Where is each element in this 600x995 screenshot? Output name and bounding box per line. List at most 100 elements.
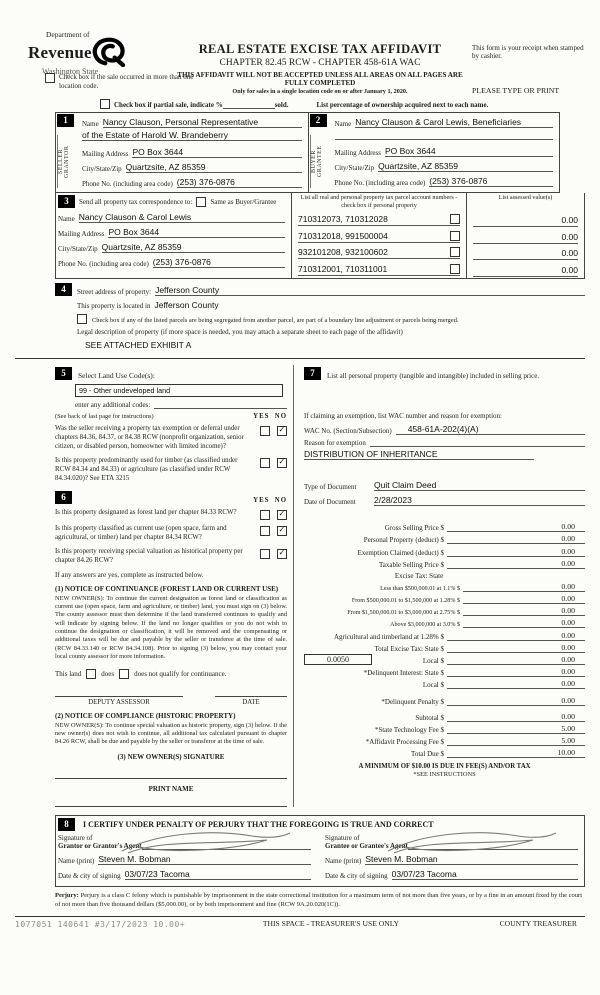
yes-checkbox (260, 457, 270, 468)
field-label: Name (82, 120, 99, 129)
exemption-intro: If claiming an exemption, list WAC numbe… (304, 411, 502, 420)
field-label: City/State/Zip (82, 165, 122, 174)
fee-label: Agricultural and timberland at 1.28% $ (333, 632, 444, 641)
signature-of-label: Signature of (325, 833, 360, 842)
seller-city-state-zip: Quartzsite, AZ 85359 (125, 162, 302, 174)
tax-correspondence-section: 3 Send all property tax correspondence t… (55, 193, 585, 279)
fee-label: Above $3,000,000 at 3.0% $ (390, 622, 460, 629)
grantee-signature-block: Signature of Grantee or Grantee's Agent … (325, 832, 578, 881)
fee-value: 0.00 (447, 631, 585, 641)
section-3-number: 3 (58, 195, 75, 209)
fee-table: Gross Selling Price $0.00 Personal Prope… (304, 520, 585, 759)
no-checkbox-checked (277, 509, 287, 520)
excise-tax-header: Excise Tax: State (394, 571, 444, 580)
field-label: Name (58, 215, 75, 224)
ownership-note: List percentage of ownership acquired ne… (316, 101, 489, 110)
name-print-label: Name (print) (325, 857, 362, 866)
question-row: Is this property designated as forest la… (55, 509, 287, 520)
seller-name-line2: of the Estate of Harold W. Brandeberry (82, 130, 302, 142)
fee-value: 0.00 (447, 655, 585, 665)
parcel-numbers-header: List all real and personal property tax … (300, 194, 458, 209)
does-checkbox (86, 668, 97, 679)
legal-description-label: Legal description of property (if more s… (77, 327, 403, 336)
fee-value: 0.00 (447, 679, 585, 690)
question-row: Is this property receiving special valua… (55, 548, 287, 566)
question-row: Was the seller receiving a property tax … (55, 425, 287, 452)
new-owner-signature-title: (3) NEW OWNER(S) SIGNATURE (117, 752, 225, 761)
correspondence-city: Quartzsite, AZ 85359 (101, 242, 285, 254)
parcel-numbers: 932101208, 932100602 (298, 247, 388, 258)
certify-statement: I CERTIFY UNDER PENALTY OF PERJURY THAT … (83, 819, 434, 829)
treasurer-use-only-label: THIS SPACE - TREASURER'S USE ONLY (262, 918, 400, 928)
parcel-row: 932101208, 932100602 (298, 247, 460, 260)
yes-checkbox (260, 425, 270, 436)
fee-label: Exemption Claimed (deduct) $ (357, 548, 444, 557)
section-2-number: 2 (309, 114, 327, 128)
buyer-phone: (253) 376-0876 (429, 176, 553, 188)
if-yes-note: If any answers are yes, complete as inst… (55, 570, 204, 579)
buyer-grantee-side-label: BUYER GRANTEE (309, 135, 326, 189)
grantor-date-city: 03/07/23 Tacoma (124, 869, 311, 881)
seller-phone: (253) 376-0876 (176, 177, 302, 189)
section-1-number: 1 (57, 114, 74, 128)
correspondence-phone: (253) 376-0876 (152, 257, 285, 269)
field-label: Mailing Address (334, 149, 381, 158)
buyer-city-state-zip: Quartzsite, AZ 85359 (378, 161, 553, 173)
grantee-printed-name: Steven M. Bobman (365, 854, 578, 866)
dor-logo: Department of Revenue Washington State (28, 30, 168, 95)
fee-label: Total Due $ (411, 750, 444, 759)
personal-property-checkbox (450, 214, 460, 225)
assessed-value: 0.00 (473, 248, 578, 261)
assessed-value: 0.00 (473, 232, 578, 244)
single-location-note: Only for sales in a single location code… (232, 88, 408, 95)
doc-date-value: 2/28/2023 (374, 495, 585, 506)
question-text: Was the seller receiving a property tax … (55, 424, 244, 450)
grantor-printed-name: Steven M. Bobman (98, 854, 311, 866)
fee-value: 0.00 (447, 522, 585, 533)
fee-label: Local $ (422, 657, 444, 665)
print-name-line (55, 805, 171, 807)
doc-type-value: Quit Claim Deed (374, 480, 585, 491)
grantor-agent-label: Grantor or Grantor's Agent (58, 841, 142, 850)
this-land-label: This land (55, 669, 82, 678)
section-divider (15, 357, 585, 359)
located-in-value: Jefferson County (154, 299, 219, 310)
yes-checkbox (260, 525, 270, 536)
fee-label: Less than $500,000.01 at 1.1% $ (380, 585, 460, 592)
wac-value: 458-61A-202(4)(A) (395, 424, 585, 435)
warning-line: THIS AFFIDAVIT WILL NOT BE ACCEPTED UNLE… (177, 71, 463, 87)
grantee-agent-label: Grantee or Grantee's Agent (325, 841, 408, 850)
fee-value: 0.00 (447, 712, 585, 722)
doc-type-label: Type of Document (304, 482, 357, 491)
section-8-number: 8 (58, 817, 75, 831)
no-checkbox-checked (277, 425, 287, 436)
deputy-assessor-line (55, 695, 183, 697)
property-location-section: 4 Street address of property: Jefferson … (55, 282, 585, 350)
grantor-signature-block: Signature of Grantor or Grantor's Agent … (58, 832, 311, 881)
dept-of-label: Department of (46, 30, 90, 39)
cashier-stamp: 1077051 140641 #3/17/2023 10.00+ (15, 919, 186, 929)
owner-signature-line (171, 777, 287, 779)
section-5-number: 5 (55, 366, 72, 380)
wac-label: WAC No. (Section/Subsection) (304, 426, 392, 435)
see-instructions-note: (See back of last page for instructions) (55, 412, 154, 420)
fee-label: Local $ (422, 681, 444, 690)
question-row: Is this property classified as current u… (55, 525, 287, 543)
fee-value: 10.00 (447, 748, 585, 759)
compliance-title: (2) NOTICE OF COMPLIANCE (HISTORIC PROPE… (55, 711, 236, 720)
print-name-label: PRINT NAME (148, 784, 194, 793)
land-use-title: Select Land Use Code(s): (78, 370, 155, 380)
no-checkbox-checked (277, 548, 287, 559)
receipt-note: This form is your receipt when stamped b… (472, 44, 584, 60)
fee-label: Taxable Selling Price $ (378, 560, 444, 569)
buyer-name-line2-blank (334, 130, 553, 141)
field-label: Phone No. (including area code) (82, 180, 173, 189)
personal-property-title: List all personal property (tangible and… (327, 371, 540, 380)
please-type-note: PLEASE TYPE OR PRINT (472, 86, 560, 95)
located-in-label: This property is located in (77, 301, 151, 310)
fee-value: 0.00 (447, 559, 585, 569)
fee-value: 0.00 (463, 594, 585, 605)
compliance-body: NEW OWNER(S): To continue special valuat… (55, 721, 287, 746)
fee-value: 0.00 (463, 618, 585, 629)
